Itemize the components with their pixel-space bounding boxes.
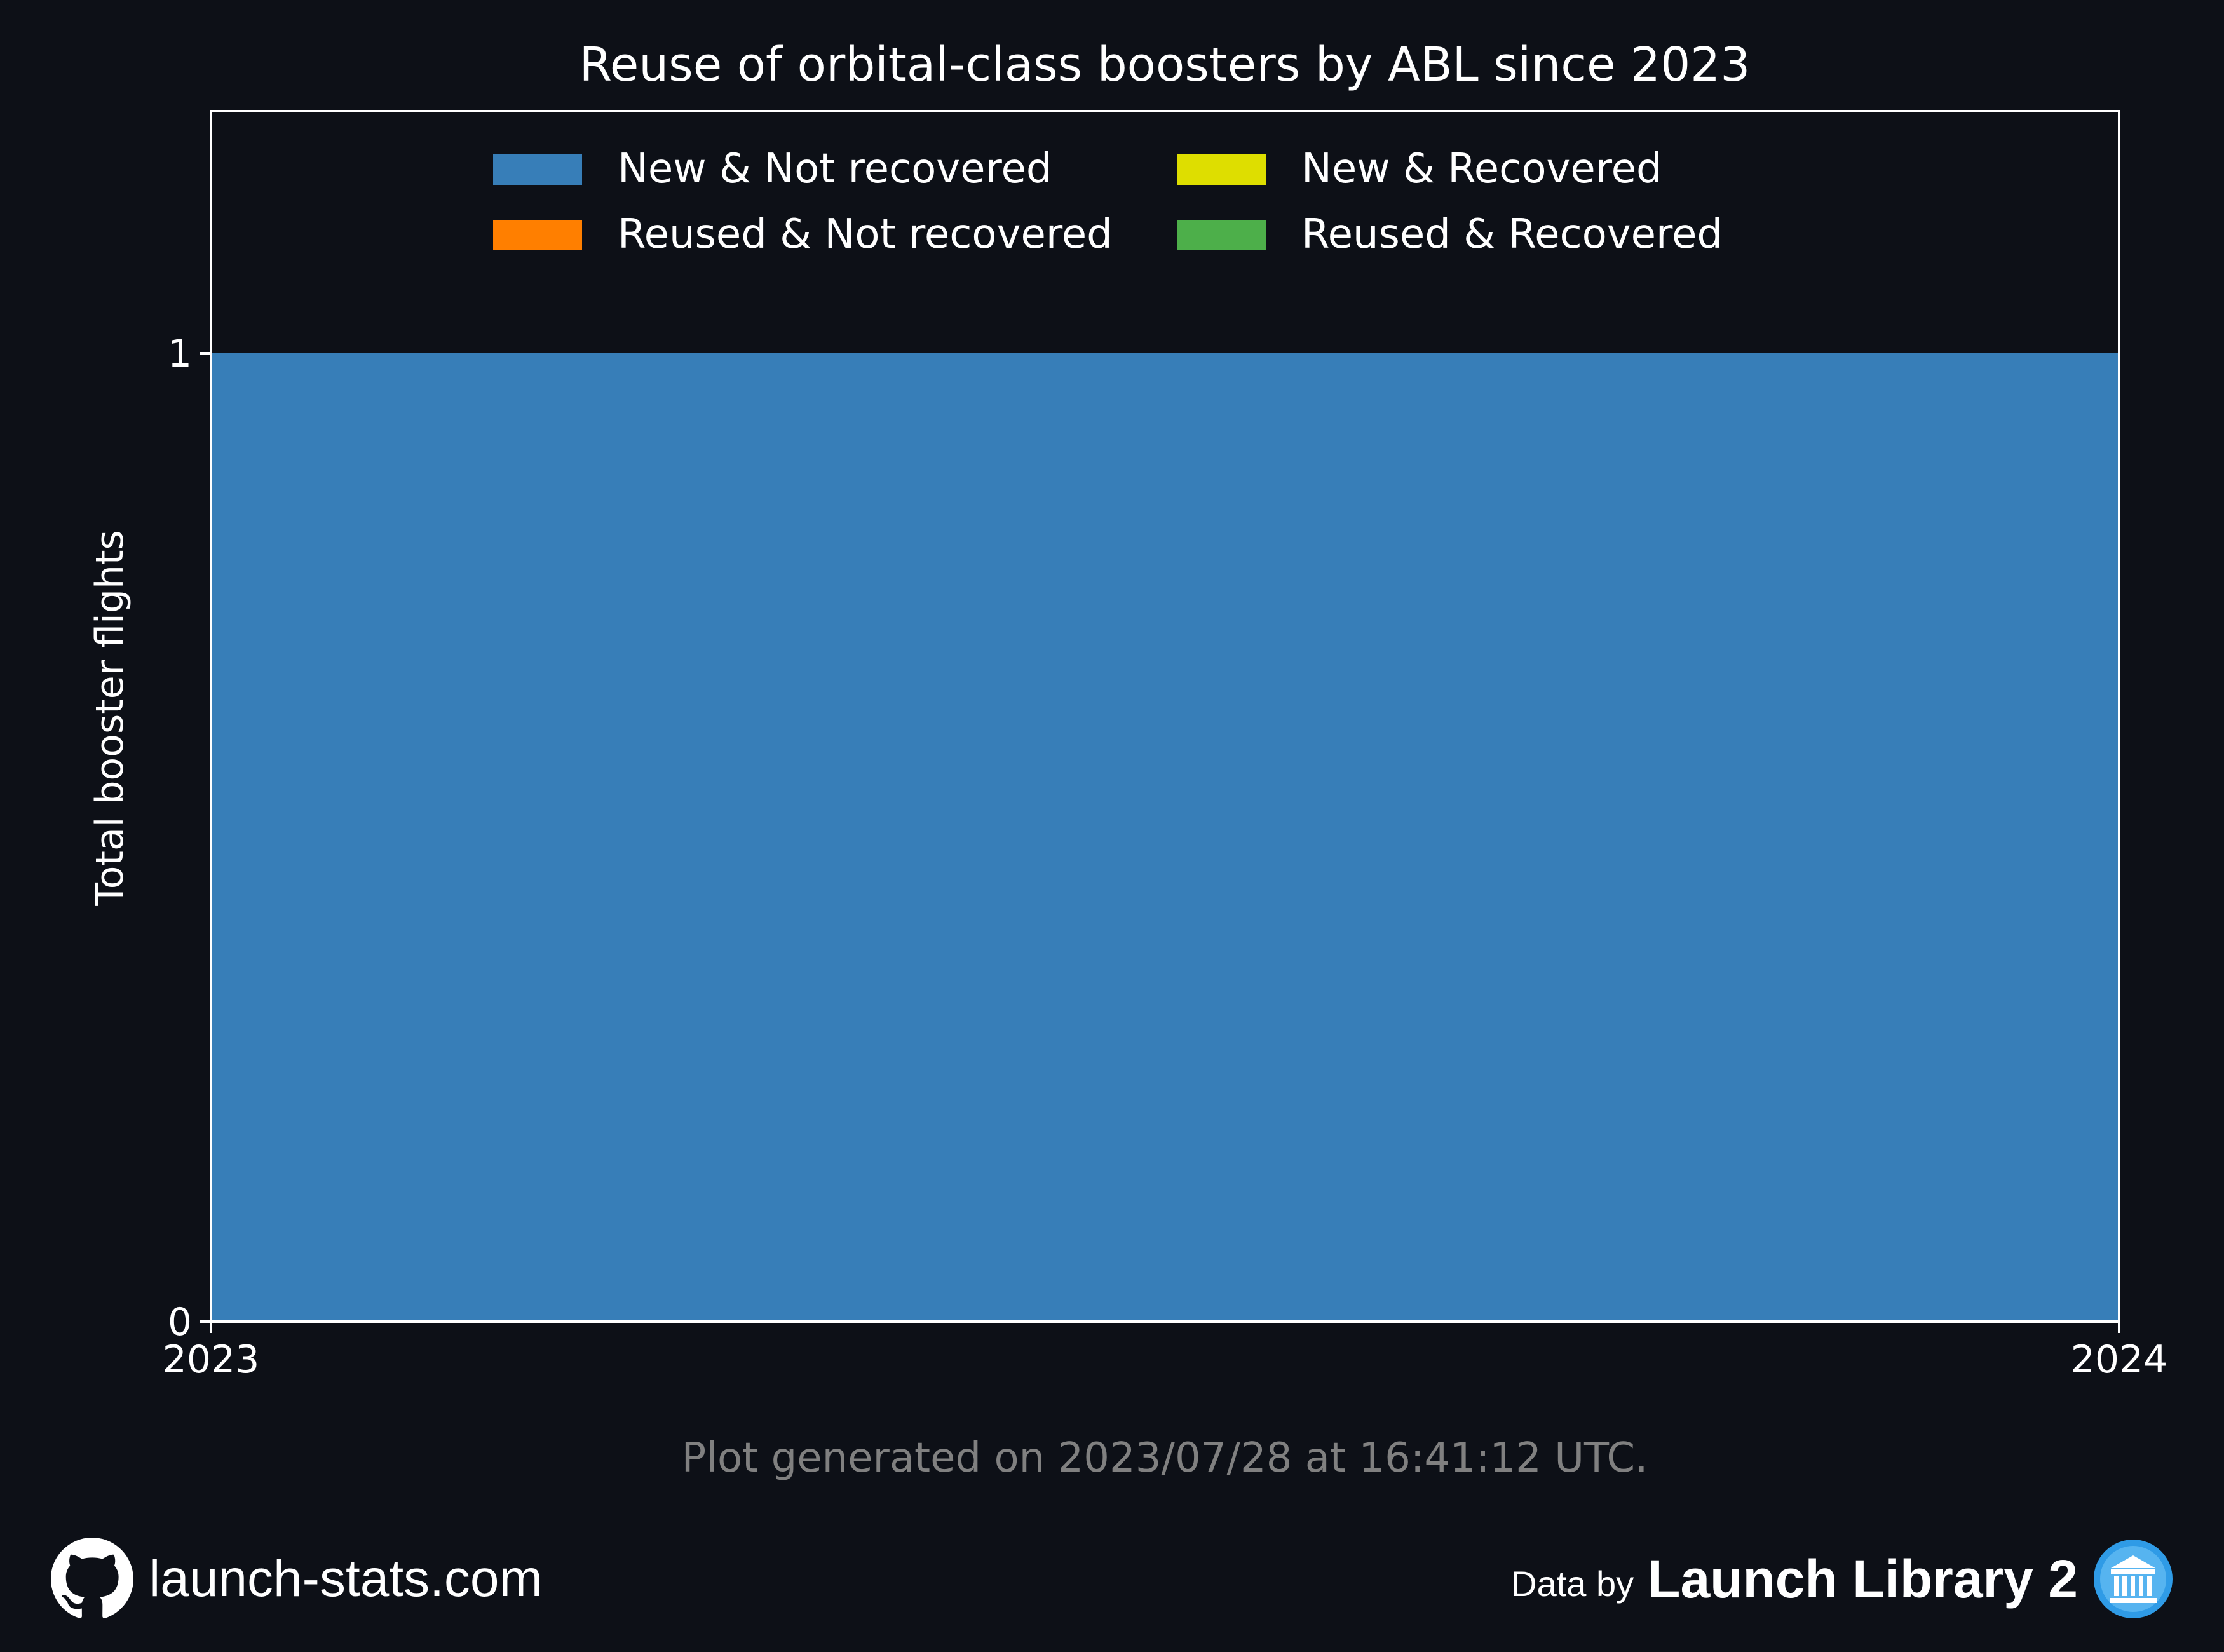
legend-swatch xyxy=(493,220,582,250)
legend-swatch xyxy=(1177,220,1266,250)
legend-label: Reused & Not recovered xyxy=(618,211,1113,258)
area-series-0 xyxy=(211,353,2119,1322)
plot-generated-footnote: Plot generated on 2023/07/28 at 16:41:12… xyxy=(682,1435,1648,1482)
plot-frame xyxy=(210,110,2120,1323)
legend-label: New & Not recovered xyxy=(618,146,1052,193)
chart-title: Reuse of orbital-class boosters by ABL s… xyxy=(580,37,1751,92)
x-tick-label: 2024 xyxy=(2071,1337,2168,1382)
plot-area xyxy=(211,353,2119,1322)
legend-label: Reused & Recovered xyxy=(1301,211,1723,258)
y-tick-label: 0 xyxy=(168,1300,192,1344)
footer-site[interactable]: launch-stats.com xyxy=(51,1538,543,1620)
site-url[interactable]: launch-stats.com xyxy=(149,1550,543,1608)
axes: 0 1 2023 2024 xyxy=(163,110,2168,1382)
launch-library-logo-icon xyxy=(2094,1540,2173,1618)
github-icon xyxy=(51,1538,133,1618)
legend-swatch xyxy=(493,154,582,185)
legend-label: New & Recovered xyxy=(1301,146,1662,193)
x-tick-label: 2023 xyxy=(163,1337,260,1382)
legend-swatch xyxy=(1177,154,1266,185)
legend: New & Not recovered Reused & Not recovere… xyxy=(493,146,1723,258)
y-axis-label: Total booster flights xyxy=(88,530,132,907)
source-name[interactable]: Launch Library 2 xyxy=(1648,1548,2078,1609)
y-tick-label: 1 xyxy=(168,332,192,376)
footer-data-source: Data by Launch Library 2 xyxy=(1511,1538,2174,1620)
data-by-label: Data by xyxy=(1511,1563,1634,1604)
